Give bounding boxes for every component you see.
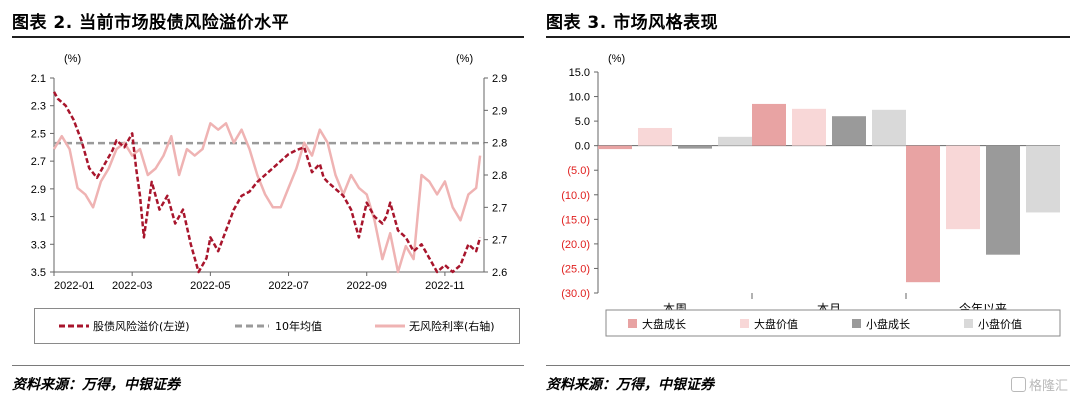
bar-y-tick-label: (5.0) bbox=[567, 165, 590, 177]
bar-3-3 bbox=[986, 145, 1020, 255]
x-tick-label: 2022-11 bbox=[425, 280, 465, 292]
watermark: 格隆汇 bbox=[1010, 375, 1068, 394]
right-axis-unit: (%) bbox=[456, 53, 473, 65]
bar-y-tick-label: 15.0 bbox=[569, 67, 590, 79]
bar-legend-swatch bbox=[852, 319, 861, 328]
right-tick-label: 2.9 bbox=[492, 73, 507, 85]
bar-legend-label: 大盘价值 bbox=[754, 317, 798, 331]
right-tick-label: 2.7 bbox=[492, 235, 507, 247]
right-source-rule bbox=[546, 365, 1070, 366]
bar-2-2 bbox=[792, 108, 826, 146]
risk-free-rate-series-line bbox=[52, 122, 482, 274]
bar-3-4 bbox=[1026, 145, 1060, 213]
legend-item-risk-premium: 股债风险溢价(左逆) bbox=[59, 320, 190, 333]
watermark-logo-icon bbox=[1010, 377, 1026, 392]
risk-premium-series-line bbox=[52, 91, 482, 274]
left-tick-label: 3.1 bbox=[31, 212, 46, 224]
bar-3-2 bbox=[946, 145, 980, 230]
left-tick-label: 2.7 bbox=[31, 156, 46, 168]
left-tick-label: 3.5 bbox=[31, 267, 46, 279]
bar-2-4 bbox=[872, 109, 906, 146]
right-source-note: 资料来源：万得，中银证券 bbox=[546, 377, 714, 393]
bar-1-1 bbox=[598, 145, 632, 150]
bar-legend-box bbox=[605, 309, 1061, 337]
style-performance-chart: (%) 15.0 10.0 5.0 0.0 (5.0) (10.0) (15.0) (20.0)… bbox=[561, 53, 1061, 337]
right-chart-title: 图表 3. 市场风格表现 bbox=[546, 13, 719, 33]
x-tick-label: 2022-03 bbox=[112, 280, 152, 292]
x-tick-label: 2022-07 bbox=[268, 280, 308, 292]
bar-legend-swatch bbox=[964, 319, 973, 328]
bar-y-tick-label: (30.0) bbox=[561, 288, 590, 300]
bar-1-3 bbox=[678, 145, 712, 149]
bar-y-tick-label: (25.0) bbox=[561, 263, 590, 275]
bar-y-tick-label: (15.0) bbox=[561, 214, 590, 226]
bar-legend-label: 小盘成长 bbox=[866, 317, 910, 331]
left-tick-label: 2.3 bbox=[31, 101, 46, 113]
right-tick-label: 2.8 bbox=[492, 170, 507, 182]
x-tick-label: 2022-05 bbox=[190, 280, 230, 292]
bar-1-2 bbox=[638, 127, 672, 146]
bar-axis-unit: (%) bbox=[608, 53, 625, 65]
bar-y-tick-label: 10.0 bbox=[569, 92, 590, 104]
right-title-rule bbox=[546, 36, 1070, 38]
bar-y-tick-label: 5.0 bbox=[575, 116, 590, 128]
bar-1-4 bbox=[718, 136, 752, 146]
bar-y-tick-label: (10.0) bbox=[561, 190, 590, 202]
left-legend: 股债风险溢价(左逆) 10年均值 无风险利率(右轴) bbox=[34, 308, 520, 344]
right-tick-label: 2.9 bbox=[492, 105, 507, 117]
bar-2-1 bbox=[752, 103, 786, 146]
bar-y-tick-label: 0.0 bbox=[575, 141, 590, 153]
left-chart-title: 图表 2. 当前市场股债风险溢价水平 bbox=[12, 13, 290, 33]
left-tick-label: 2.9 bbox=[31, 184, 46, 196]
bar-legend-label: 小盘价值 bbox=[978, 317, 1022, 331]
bar-2-3 bbox=[832, 116, 866, 146]
left-tick-label: 3.3 bbox=[31, 239, 46, 251]
legend-item-risk-free-rate: 无风险利率(右轴) bbox=[375, 320, 495, 333]
legend-item-ten-year-mean: 10年均值 bbox=[235, 320, 322, 333]
left-source-note: 资料来源：万得，中银证券 bbox=[12, 377, 180, 393]
right-tick-label: 2.7 bbox=[492, 202, 507, 214]
right-tick-label: 2.6 bbox=[492, 267, 507, 279]
left-title-rule bbox=[12, 36, 524, 38]
left-tick-label: 2.5 bbox=[31, 128, 46, 140]
risk-premium-chart: (%) (%) 2.1 2.3 2.5 2.7 2.9 3.1 3.3 3.5 2.9 2.9 2.8 2… bbox=[31, 53, 508, 292]
x-tick-label: 2022-01 bbox=[54, 280, 94, 292]
bar-legend-swatch bbox=[628, 319, 637, 328]
bar-legend-label: 大盘成长 bbox=[642, 317, 686, 331]
bar-legend-swatch bbox=[740, 319, 749, 328]
left-tick-label: 2.1 bbox=[31, 73, 46, 85]
left-axis-unit: (%) bbox=[64, 53, 81, 65]
x-tick-label: 2022-09 bbox=[347, 280, 387, 292]
left-source-rule bbox=[12, 365, 524, 366]
right-tick-label: 2.8 bbox=[492, 138, 507, 150]
bar-y-tick-label: (20.0) bbox=[561, 239, 590, 251]
bar-3-1 bbox=[906, 145, 940, 283]
